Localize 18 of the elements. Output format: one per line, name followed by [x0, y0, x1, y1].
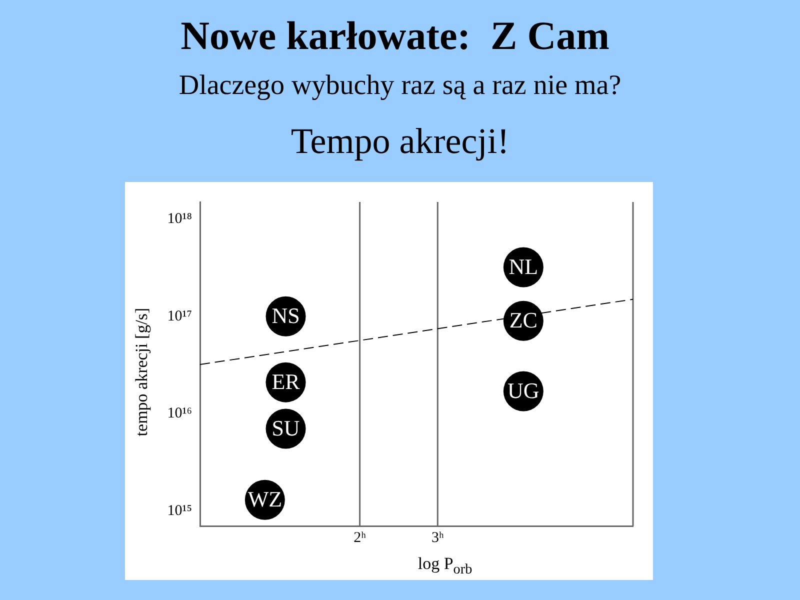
chart-subtitle: Dlaczego wybuchy raz są a raz nie ma?	[178, 70, 622, 102]
y-tick-label: 10¹⁵	[167, 502, 192, 519]
series-label: SU	[272, 416, 300, 441]
x-tick-label: 3ʰ	[431, 530, 444, 546]
series-label: NL	[508, 254, 538, 280]
series-label: UG	[508, 378, 540, 404]
text: Tempo akrecji!	[290, 120, 510, 162]
series-label: WZ	[248, 486, 282, 512]
y-tick-label: 10¹⁶	[167, 406, 192, 422]
y-tick-label: 10¹⁷	[167, 308, 192, 324]
x-tick-label: 2ʰ	[354, 530, 366, 546]
chart-title: Nowe karłowate: Z Cam	[180, 12, 610, 59]
x-axis-title: log P$_{orb}$	[416, 554, 474, 580]
series-label: NS	[272, 303, 300, 328]
series-label: ZC	[509, 308, 538, 333]
y-tick-label: 10¹⁸	[167, 211, 192, 228]
y-axis-title: tempo akrecji [g/s]	[132, 306, 152, 438]
series-label: ER	[272, 369, 300, 394]
